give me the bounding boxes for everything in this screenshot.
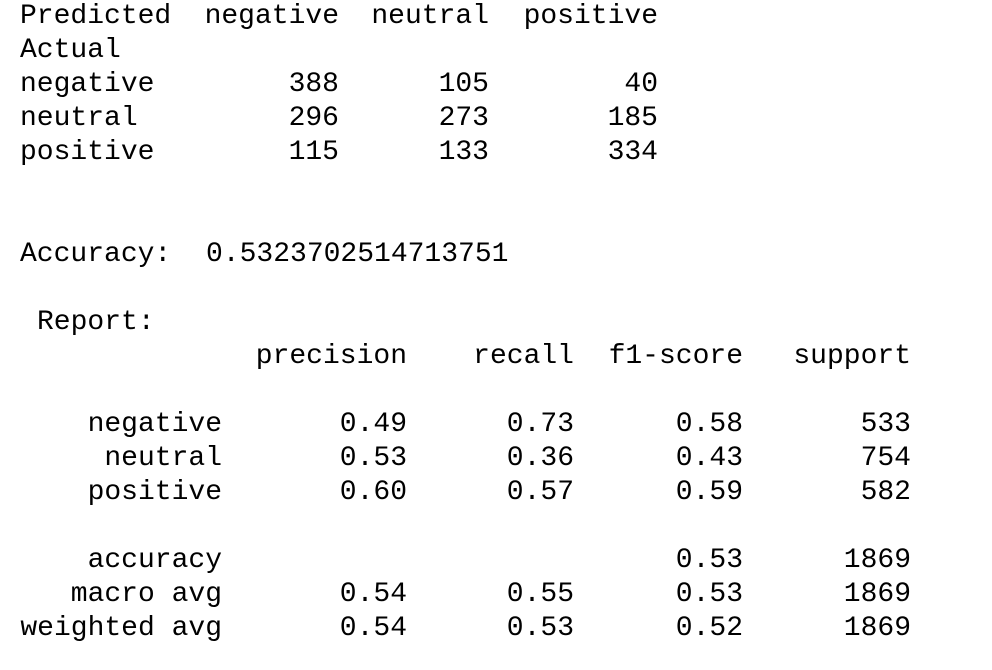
precision-value: 0.49 bbox=[339, 409, 407, 440]
confusion-matrix-index-row: Actual bbox=[0, 34, 992, 68]
matrix-cell: 334 bbox=[607, 137, 658, 168]
confusion-matrix-row: positive 115 133 334 bbox=[0, 136, 992, 170]
predicted-label: Predicted bbox=[20, 1, 172, 32]
matrix-cell: 105 bbox=[438, 69, 489, 100]
confusion-matrix-header: Predicted negative neutral positive bbox=[0, 0, 992, 34]
report-summary-row: macro avg 0.54 0.55 0.53 1869 bbox=[0, 578, 992, 612]
f1-value: 0.53 bbox=[675, 579, 743, 610]
matrix-cell: 273 bbox=[438, 103, 489, 134]
f1-value: 0.59 bbox=[675, 477, 743, 508]
support-value: 533 bbox=[860, 409, 911, 440]
recall-value: 0.53 bbox=[506, 613, 574, 644]
report-row: positive 0.60 0.57 0.59 582 bbox=[0, 476, 992, 510]
column-header-precision: precision bbox=[255, 341, 407, 372]
accuracy-label: Accuracy: bbox=[20, 239, 172, 270]
report-row: neutral 0.53 0.36 0.43 754 bbox=[0, 442, 992, 476]
row-label: negative bbox=[20, 69, 155, 100]
matrix-cell: 185 bbox=[607, 103, 658, 134]
recall-value: 0.73 bbox=[506, 409, 574, 440]
row-label: weighted avg bbox=[20, 613, 222, 644]
confusion-matrix-row: neutral 296 273 185 bbox=[0, 102, 992, 136]
recall-value: 0.57 bbox=[506, 477, 574, 508]
column-header-negative: negative bbox=[204, 1, 339, 32]
recall-value: 0.55 bbox=[506, 579, 574, 610]
matrix-cell: 388 bbox=[288, 69, 339, 100]
column-header-f1-score: f1-score bbox=[608, 341, 743, 372]
f1-value: 0.58 bbox=[675, 409, 743, 440]
row-label: neutral bbox=[104, 443, 222, 474]
matrix-cell: 40 bbox=[624, 69, 658, 100]
support-value: 1869 bbox=[843, 545, 911, 576]
f1-value: 0.43 bbox=[675, 443, 743, 474]
column-header-positive: positive bbox=[523, 1, 658, 32]
row-label: positive bbox=[87, 477, 222, 508]
f1-value: 0.53 bbox=[675, 545, 743, 576]
report-title-line: Report: bbox=[0, 306, 992, 340]
actual-label: Actual bbox=[20, 35, 121, 66]
precision-value: 0.53 bbox=[339, 443, 407, 474]
row-label: positive bbox=[20, 137, 155, 168]
row-label: negative bbox=[87, 409, 222, 440]
report-header: precision recall f1-score support bbox=[0, 340, 992, 374]
row-label: accuracy bbox=[87, 545, 222, 576]
confusion-matrix-row: negative 388 105 40 bbox=[0, 68, 992, 102]
report-title: Report: bbox=[37, 307, 155, 338]
precision-value: 0.54 bbox=[339, 613, 407, 644]
column-header-support: support bbox=[793, 341, 911, 372]
report-row: negative 0.49 0.73 0.58 533 bbox=[0, 408, 992, 442]
support-value: 754 bbox=[860, 443, 911, 474]
support-value: 1869 bbox=[843, 613, 911, 644]
column-header-neutral: neutral bbox=[371, 1, 489, 32]
precision-value: 0.60 bbox=[339, 477, 407, 508]
support-value: 582 bbox=[860, 477, 911, 508]
precision-value: 0.54 bbox=[339, 579, 407, 610]
f1-value: 0.52 bbox=[675, 613, 743, 644]
accuracy-line: Accuracy: 0.5323702514713751 bbox=[0, 238, 992, 272]
support-value: 1869 bbox=[843, 579, 911, 610]
column-header-recall: recall bbox=[473, 341, 574, 372]
matrix-cell: 296 bbox=[288, 103, 339, 134]
row-label: neutral bbox=[20, 103, 138, 134]
matrix-cell: 133 bbox=[438, 137, 489, 168]
report-summary-row: accuracy 0.53 1869 bbox=[0, 544, 992, 578]
matrix-cell: 115 bbox=[288, 137, 339, 168]
report-summary-row: weighted avg 0.54 0.53 0.52 1869 bbox=[0, 612, 992, 646]
row-label: macro avg bbox=[70, 579, 222, 610]
accuracy-value: 0.5323702514713751 bbox=[206, 239, 509, 270]
recall-value: 0.36 bbox=[506, 443, 574, 474]
